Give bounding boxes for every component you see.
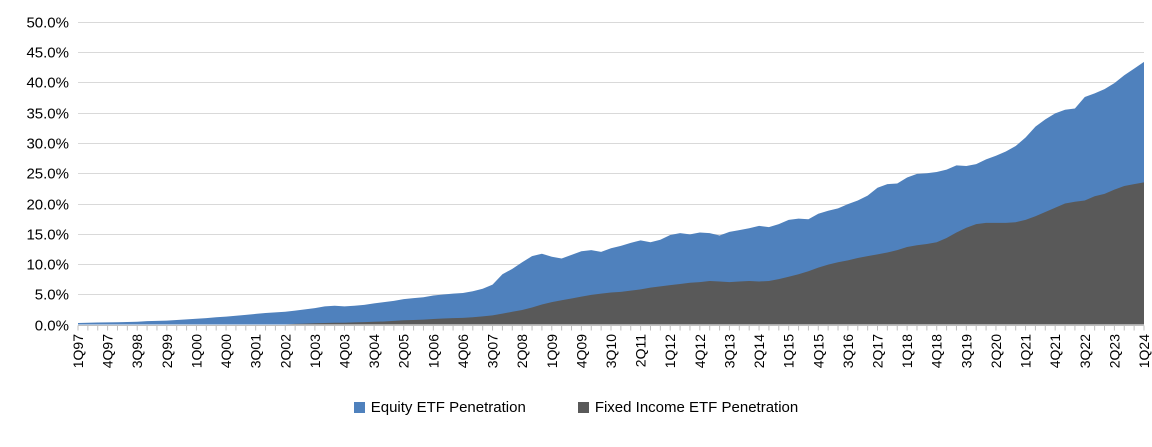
legend: Equity ETF Penetration Fixed Income ETF …	[0, 399, 1152, 416]
x-axis-label: 4Q06	[455, 334, 471, 368]
x-axis-label: 3Q19	[958, 334, 974, 368]
x-axis-label: 1Q12	[662, 334, 678, 368]
x-axis-label: 4Q12	[692, 334, 708, 368]
x-axis-label: 1Q03	[307, 334, 323, 368]
x-axis-label: 3Q16	[840, 334, 856, 368]
x-axis-label: 1Q21	[1018, 334, 1034, 368]
y-axis-label: 45.0%	[26, 45, 69, 62]
legend-item-equity: Equity ETF Penetration	[353, 399, 526, 416]
x-axis-label: 2Q20	[988, 334, 1004, 368]
x-axis-label: 2Q99	[159, 334, 175, 368]
equity-series-swatch-icon	[353, 402, 365, 413]
x-axis-label: 3Q10	[603, 334, 619, 368]
x-axis-label: 2Q08	[514, 334, 530, 368]
x-axis-label: 2Q11	[633, 334, 649, 367]
x-axis-label: 2Q14	[751, 334, 767, 368]
x-axis-label: 1Q18	[899, 334, 915, 368]
x-axis-label: 2Q05	[396, 334, 412, 368]
y-axis-label: 40.0%	[26, 75, 69, 92]
x-axis-label: 1Q06	[425, 334, 441, 368]
y-axis-label: 20.0%	[26, 197, 69, 214]
x-axis-label: 2Q23	[1106, 334, 1122, 368]
y-axis-label: 15.0%	[26, 227, 69, 244]
fixed-income-area	[78, 182, 1144, 325]
y-axis-label: 5.0%	[35, 287, 69, 304]
x-axis-label: 1Q24	[1136, 334, 1152, 368]
x-axis-label: 3Q13	[721, 334, 737, 368]
x-axis-label: 4Q97	[100, 334, 116, 368]
x-axis-label: 3Q04	[366, 334, 382, 368]
y-axis-label: 0.0%	[35, 318, 69, 335]
x-axis-label: 4Q00	[218, 334, 234, 368]
x-axis-label: 1Q00	[188, 334, 204, 368]
x-axis-label: 4Q18	[929, 334, 945, 368]
y-axis-label: 35.0%	[26, 106, 69, 123]
x-axis-label: 3Q98	[129, 334, 145, 368]
y-axis-label: 50.0%	[26, 15, 69, 32]
legend-item-fixed-income: Fixed Income ETF Penetration	[577, 399, 799, 416]
x-axis-label: 3Q22	[1077, 334, 1093, 368]
y-axis-label: 30.0%	[26, 136, 69, 153]
fixed-income-series-swatch-icon	[577, 402, 589, 413]
x-axis-label: 4Q09	[573, 334, 589, 368]
x-axis-label: 2Q02	[277, 334, 293, 368]
x-axis-label: 1Q97	[70, 334, 86, 368]
x-axis-label: 4Q21	[1047, 334, 1063, 368]
x-axis-label: 4Q15	[810, 334, 826, 368]
x-axis-label: 4Q03	[337, 334, 353, 368]
x-axis-label: 2Q17	[870, 334, 886, 368]
x-axis-label: 1Q15	[781, 334, 797, 368]
x-axis-label: 3Q01	[248, 334, 264, 368]
legend-label-fixed-income: Fixed Income ETF Penetration	[594, 399, 799, 416]
y-axis-label: 25.0%	[26, 166, 69, 183]
y-axis-label: 10.0%	[26, 257, 69, 274]
legend-label-equity: Equity ETF Penetration	[370, 399, 526, 416]
x-axis-label: 1Q09	[544, 334, 560, 368]
x-axis-label: 3Q07	[485, 334, 501, 368]
